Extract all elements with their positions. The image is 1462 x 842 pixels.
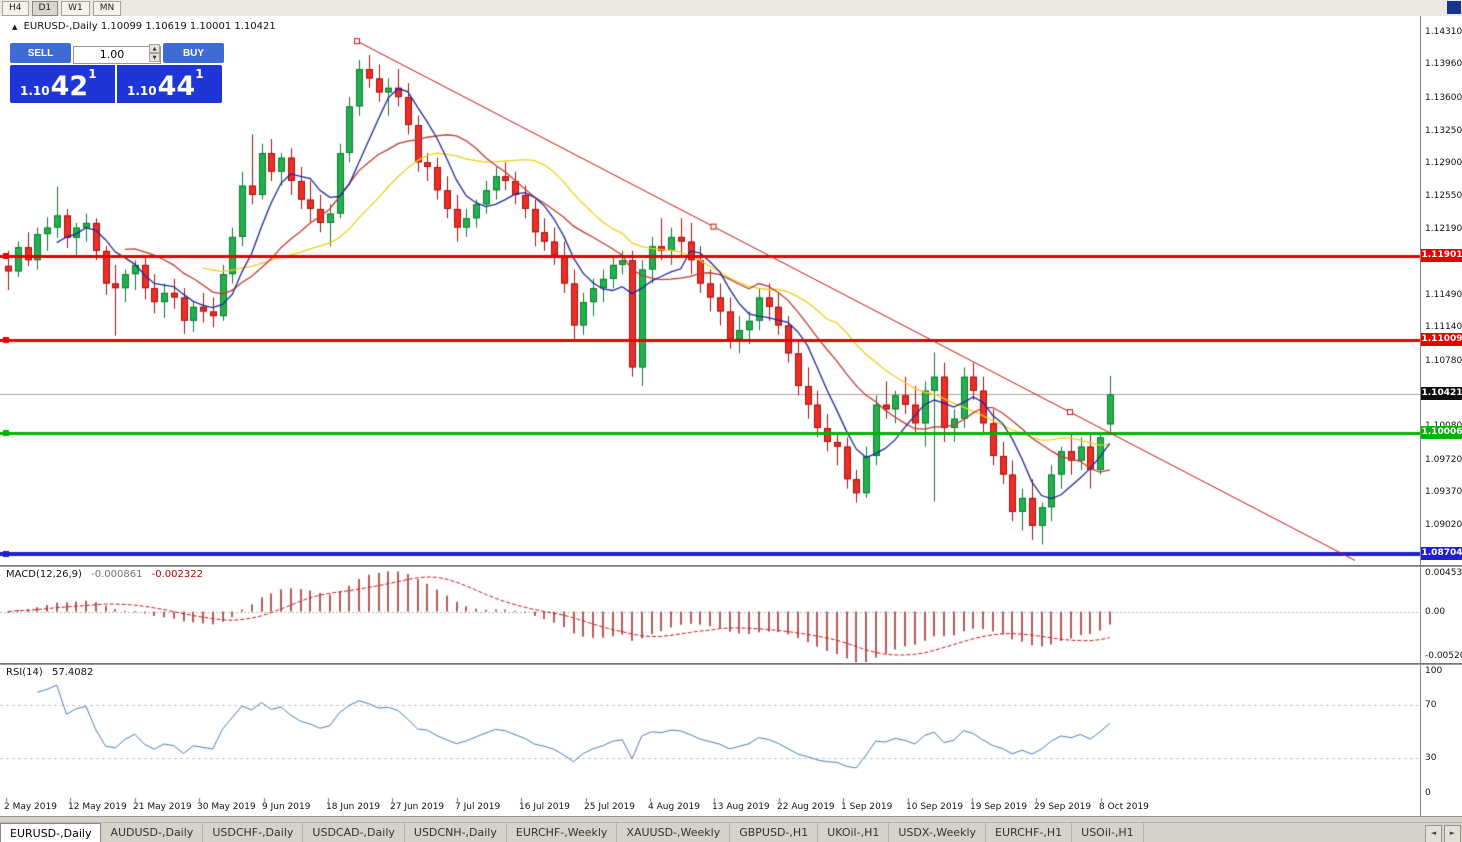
price-axis-tick: 1.10780 (1425, 355, 1462, 366)
date-axis-label: 22 Aug 2019 (777, 802, 835, 812)
macd-pane-splitter[interactable] (0, 565, 1462, 567)
price-axis-tick: 0.00 (1425, 606, 1446, 617)
date-axis-label: 7 Jul 2019 (455, 802, 501, 812)
timeframe-button-w1[interactable]: W1 (61, 0, 90, 16)
date-axis-label: 30 May 2019 (197, 802, 256, 812)
price-axis-tick: 0.004536 (1425, 568, 1462, 579)
price-axis-tick: 1.09370 (1425, 487, 1462, 498)
chart-tab-ukoil-h1[interactable]: UKOil-,H1 (818, 823, 890, 842)
chart-tab-usdx-weekly[interactable]: USDX-,Weekly (889, 823, 987, 842)
sell-button[interactable]: SELL (10, 43, 71, 63)
chart-tab-xauusd-weekly[interactable]: XAUUSD-,Weekly (617, 823, 731, 842)
chart-tab-bar: EURUSD-,Daily AUDUSD-,Daily USDCHF-,Daily U… (0, 822, 1462, 842)
chart-tab-gbpusd-h1[interactable]: GBPUSD-,H1 (730, 823, 819, 842)
price-axis-tick: 1.11140 (1425, 322, 1462, 333)
price-axis-tick: 1.13960 (1425, 59, 1462, 70)
timeframe-button-mn[interactable]: MN (92, 0, 122, 16)
date-axis-label: 25 Jul 2019 (584, 802, 635, 812)
date-axis-label: 10 Sep 2019 (906, 802, 964, 812)
volume-decrease-button[interactable]: ▼ (149, 53, 160, 62)
timeframe-toolbar: H4 D1 W1 MN (0, 0, 1462, 17)
chart-tab-eurusd-daily[interactable]: EURUSD-,Daily (0, 823, 102, 842)
date-axis-label: 13 Aug 2019 (712, 802, 770, 812)
chart-window: ▲ EURUSD-,Daily 1.10099 1.10619 1.10001 … (0, 16, 1462, 816)
price-axis-tick: 1.12190 (1425, 224, 1462, 235)
chart-tabs-list: EURUSD-,Daily AUDUSD-,Daily USDCHF-,Daily U… (0, 823, 1424, 842)
date-axis[interactable]: 2 May 2019 12 May 2019 21 May 2019 30 May 2… (0, 801, 1420, 816)
sell-price-small: 1.10 (20, 84, 50, 98)
rsi-value: 57.4082 (51, 667, 94, 678)
date-axis-label: 9 Jun 2019 (262, 802, 311, 812)
date-axis-label: 2 May 2019 (4, 802, 57, 812)
volume-field: ▲ ▼ (73, 43, 161, 64)
chart-symbol-label: EURUSD-,Daily (23, 21, 98, 32)
sell-price-big: 42 (50, 71, 89, 102)
price-level-badge: 1.08704 (1421, 547, 1462, 561)
price-axis-tick: 1.12900 (1425, 158, 1462, 169)
chart-tab-usdchf-daily[interactable]: USDCHF-,Daily (203, 823, 304, 842)
timeframe-button-h4[interactable]: H4 (2, 0, 29, 16)
date-axis-label: 18 Jun 2019 (326, 802, 381, 812)
date-axis-label: 29 Sep 2019 (1034, 802, 1092, 812)
chart-ohlc-values: 1.10099 1.10619 1.10001 1.10421 (100, 21, 276, 32)
one-click-trade-panel: SELL ▲ ▼ BUY 1.10 42 1 1.10 44 1 (10, 43, 224, 103)
tabs-scroll-left-icon[interactable]: ◄ (1425, 825, 1442, 842)
rsi-indicator-label: RSI(14) 57.4082 (6, 667, 93, 678)
chart-tab-usdcad-daily[interactable]: USDCAD-,Daily (303, 823, 405, 842)
price-axis-tick: 1.12550 (1425, 190, 1462, 201)
price-axis-tick: 1.13600 (1425, 93, 1462, 104)
price-level-badge: 1.10421 (1421, 387, 1462, 401)
price-axis-tick: 1.13250 (1425, 125, 1462, 136)
chart-tab-eurchf-h1[interactable]: EURCHF-,H1 (986, 823, 1073, 842)
date-axis-label: 8 Oct 2019 (1099, 802, 1149, 812)
macd-signal-value: -0.002322 (151, 569, 203, 580)
rsi-pane-splitter[interactable] (0, 663, 1462, 665)
date-axis-label: 4 Aug 2019 (648, 802, 700, 812)
chart-tab-eurchf-weekly[interactable]: EURCHF-,Weekly (507, 823, 618, 842)
buy-button[interactable]: BUY (163, 43, 224, 63)
date-axis-label: 21 May 2019 (133, 802, 192, 812)
price-level-badge: 1.11901 (1421, 249, 1462, 263)
chart-tab-usoil-h1[interactable]: USOil-,H1 (1072, 823, 1144, 842)
buy-price-display[interactable]: 1.10 44 1 (117, 65, 222, 103)
date-axis-label: 16 Jul 2019 (519, 802, 570, 812)
chart-tab-audusd-daily[interactable]: AUDUSD-,Daily (101, 823, 204, 842)
price-axis[interactable]: 1.14310 1.13960 1.13600 1.13250 1.12900 1.125… (1420, 16, 1462, 816)
tabs-scroll-right-icon[interactable]: ► (1444, 825, 1461, 842)
macd-indicator-label: MACD(12,26,9) -0.000861 -0.002322 (6, 569, 203, 580)
chart-tab-usdcnh-daily[interactable]: USDCNH-,Daily (405, 823, 507, 842)
date-axis-label: 19 Sep 2019 (970, 802, 1028, 812)
price-chart-canvas[interactable] (0, 16, 1420, 816)
price-level-badge: 1.11009 (1421, 332, 1462, 346)
buy-price-small: 1.10 (127, 84, 157, 98)
buy-price-big: 44 (157, 71, 196, 102)
price-axis-tick: 1.09720 (1425, 454, 1462, 465)
macd-name: MACD(12,26,9) (6, 569, 82, 580)
price-axis-tick: 1.11490 (1425, 289, 1462, 300)
volume-increase-button[interactable]: ▲ (149, 44, 160, 53)
sell-price-sup: 1 (88, 67, 97, 81)
macd-main-value: -0.000861 (91, 569, 143, 580)
price-axis-tick: 1.09020 (1425, 519, 1462, 530)
chart-title: ▲ EURUSD-,Daily 1.10099 1.10619 1.10001 … (12, 21, 276, 32)
price-axis-tick: 30 (1425, 753, 1437, 764)
price-axis-tick: 100 (1425, 666, 1443, 676)
date-axis-label: 27 Jun 2019 (390, 802, 445, 812)
volume-input[interactable] (73, 45, 161, 64)
price-axis-tick: 1.14310 (1425, 26, 1462, 37)
rsi-name: RSI(14) (6, 667, 43, 678)
window-bottom-strip (0, 816, 1462, 823)
price-level-badge: 1.10006 (1421, 426, 1462, 440)
sell-price-display[interactable]: 1.10 42 1 (10, 65, 115, 103)
buy-price-sup: 1 (195, 67, 204, 81)
symbol-arrow-icon: ▲ (12, 23, 18, 31)
price-axis-tick: 70 (1425, 699, 1437, 710)
window-accent-icon (1447, 1, 1461, 14)
timeframe-button-d1[interactable]: D1 (31, 0, 59, 16)
price-axis-tick: 0 (1425, 788, 1431, 798)
date-axis-label: 1 Sep 2019 (841, 802, 893, 812)
price-axis-tick: -0.005205 (1425, 650, 1462, 661)
date-axis-label: 12 May 2019 (68, 802, 127, 812)
